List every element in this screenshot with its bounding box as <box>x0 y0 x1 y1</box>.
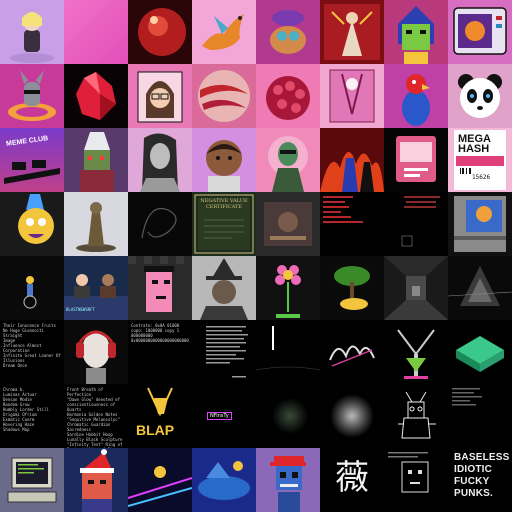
prose-text: Front Breath of Perfection "Dawn Glow" d… <box>67 387 123 448</box>
tile-pixel-face-sketch[interactable] <box>384 448 448 512</box>
tile-pharaoh-zombie[interactable] <box>384 0 448 64</box>
tile-meme-club[interactable]: MEME CLUB <box>0 128 64 192</box>
tile-pink-gradient[interactable] <box>64 0 128 64</box>
tile-red-text-list[interactable] <box>320 192 384 256</box>
tile-negative-value-certificate[interactable]: NEGATIVE VALUE CERTIFICATE <box>192 192 256 256</box>
tile-gray-noise-sphere[interactable] <box>320 384 384 448</box>
blap-label: BLAP <box>136 422 175 438</box>
mega-hash-number: 15626 <box>472 174 491 181</box>
tile-graffiti-tag[interactable] <box>320 320 384 384</box>
tile-green-stones[interactable] <box>448 320 512 384</box>
tile-retro-tv[interactable] <box>448 0 512 64</box>
tile-santa-pirate[interactable] <box>64 448 128 512</box>
tile-red-painting[interactable] <box>320 0 384 64</box>
tile-pixel-flower[interactable] <box>256 256 320 320</box>
tile-dark-list[interactable] <box>448 384 512 448</box>
tile-bonsai-tree[interactable] <box>320 256 384 320</box>
news-ticker: BLASTNEWSNFT <box>66 307 95 312</box>
tile-sketch-portrait[interactable] <box>128 128 192 192</box>
tile-glitch-crystal[interactable] <box>448 256 512 320</box>
tile-game-cartridge[interactable] <box>448 192 512 256</box>
certificate-title: NEGATIVE VALUE CERTIFICATE <box>200 198 248 210</box>
tile-mushroom-creature[interactable] <box>256 0 320 64</box>
tile-flame-figures[interactable] <box>320 128 384 192</box>
tile-baseless-punks[interactable]: BASELESS IDIOTIC FUCKY PUNKS. <box>448 448 512 512</box>
tile-orange-dragon[interactable] <box>192 0 256 64</box>
kanji-character: 薇 <box>335 458 369 498</box>
tile-marble-sphere[interactable] <box>192 64 256 128</box>
tile-mega-hash[interactable]: MEGA HASH 15626 <box>448 128 512 192</box>
tile-doll-figure[interactable] <box>0 0 64 64</box>
stats-list-text: Chroma b. Luminas Actuar Densan Modie Ra… <box>3 387 49 432</box>
tile-party-creature[interactable] <box>0 192 64 256</box>
tile-dark-machinery[interactable] <box>256 192 320 256</box>
tile-text-description[interactable]: Their Innocence Fruits Ne Huge Gionnoiti… <box>0 320 64 384</box>
tile-ape-witch-hat[interactable] <box>192 256 256 320</box>
tile-white-beam[interactable] <box>256 320 320 384</box>
tile-stats-list[interactable]: Chroma b. Luminas Actuar Densan Modie Ra… <box>0 384 64 448</box>
tile-dark-room[interactable] <box>384 256 448 320</box>
tile-neon-ride[interactable] <box>128 448 192 512</box>
tile-dark-orb[interactable] <box>256 384 320 448</box>
baseless-punks-text: BASELESS IDIOTIC FUCKY PUNKS. <box>454 452 510 499</box>
tile-retro-computer[interactable] <box>0 448 64 512</box>
tile-line-drawing[interactable] <box>384 384 448 448</box>
tile-red-cat-orb[interactable] <box>128 0 192 64</box>
tile-pink-brain[interactable] <box>256 64 320 128</box>
tile-prose-text[interactable]: Front Breath of Perfection "Dawn Glow" d… <box>64 384 128 448</box>
tile-blue-landscape[interactable] <box>192 448 256 512</box>
tile-wizard-pixel[interactable] <box>64 128 128 192</box>
tile-green-y-shape[interactable] <box>384 320 448 384</box>
tile-pink-device[interactable] <box>384 128 448 192</box>
tile-blap-chain[interactable]: BLAP <box>128 384 192 448</box>
tile-bronze-statue[interactable] <box>64 192 128 256</box>
nfinity-label: NFinsTy <box>207 412 232 420</box>
tile-parrot-character[interactable] <box>384 64 448 128</box>
tile-red-crystal[interactable] <box>64 64 128 128</box>
mega-hash-label: MEGA HASH <box>458 133 491 155</box>
contract-text: Contrato: 0x0A 01000 cupo: 1000000 copy … <box>131 323 189 343</box>
tile-dark-square[interactable] <box>384 192 448 256</box>
tile-green-alien[interactable] <box>256 128 320 192</box>
tile-cartoon-boy[interactable] <box>192 128 256 192</box>
tile-donkey-float[interactable] <box>0 64 64 128</box>
tile-panda[interactable] <box>448 64 512 128</box>
tile-contract-text[interactable]: Contrato: 0x0A 01000 cupo: 1000000 copy … <box>128 320 192 384</box>
tile-news-desk[interactable]: BLASTNEWSNFT <box>64 256 128 320</box>
tile-kanji[interactable]: 薇 <box>320 448 384 512</box>
tile-nfinity[interactable]: NFinsTy <box>192 384 256 448</box>
tile-pink-punk[interactable] <box>128 256 192 320</box>
tile-glasses-woman[interactable] <box>128 64 192 128</box>
tile-wheelchair-figure[interactable] <box>0 256 64 320</box>
tile-red-headphones[interactable] <box>64 320 128 384</box>
description-text: Their Innocence Fruits Ne Huge Gionnoiti… <box>3 323 61 368</box>
tile-skeleton-cap[interactable] <box>256 448 320 512</box>
tile-dark-swirl[interactable] <box>128 192 192 256</box>
tile-pink-ornate[interactable] <box>320 64 384 128</box>
tile-code-text[interactable] <box>192 320 256 384</box>
